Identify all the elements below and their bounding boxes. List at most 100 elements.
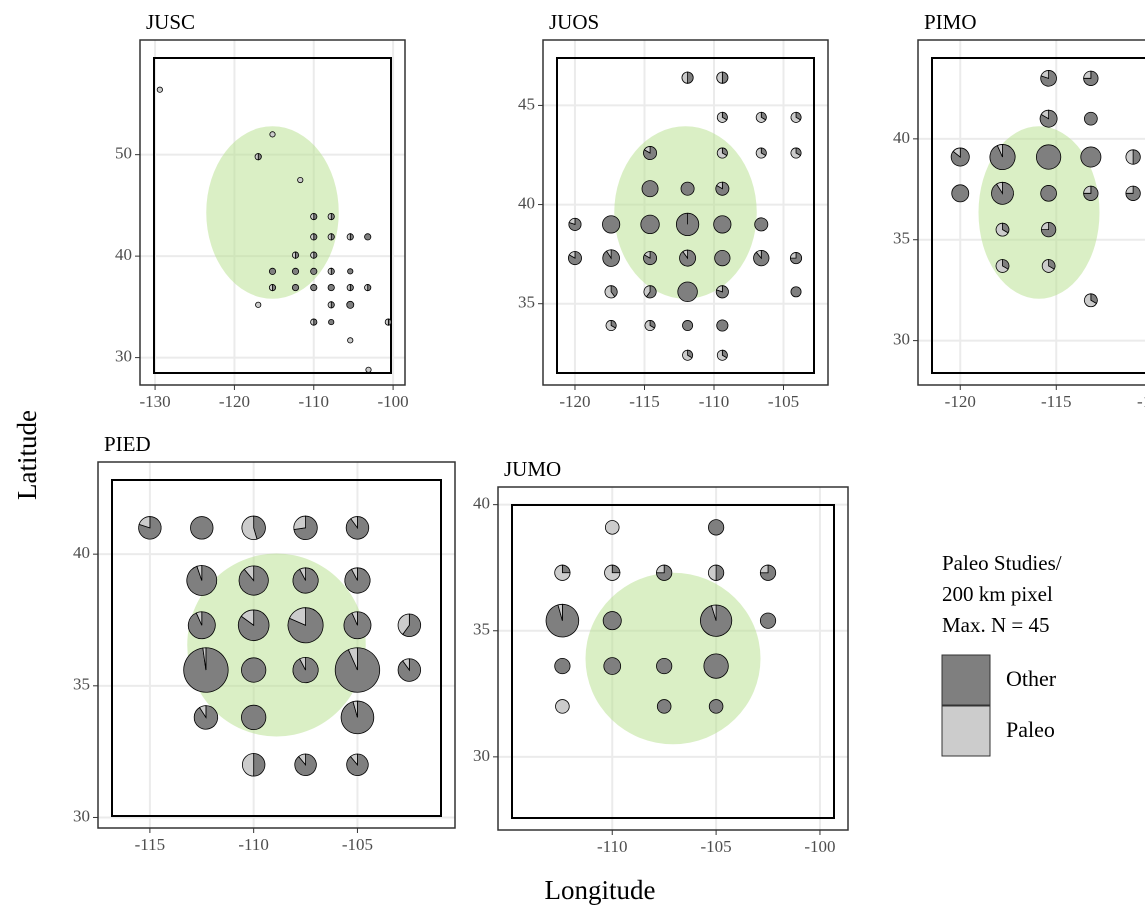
pie-slice — [310, 251, 315, 259]
pie-slice — [656, 657, 673, 675]
pie-slice — [716, 181, 723, 190]
pie — [656, 657, 673, 675]
y-tick-label: 40 — [518, 193, 535, 212]
pie — [713, 215, 732, 234]
pie — [700, 604, 733, 637]
pie-slice — [313, 233, 318, 241]
pie-slice — [253, 515, 266, 540]
pie-slice — [703, 653, 729, 679]
pie — [714, 249, 731, 267]
panel — [543, 40, 828, 385]
pie-slice — [387, 318, 392, 326]
pie-slice — [299, 567, 306, 581]
pie — [643, 146, 658, 160]
pie-slice — [242, 753, 255, 777]
pie — [255, 301, 262, 308]
pie — [950, 147, 970, 167]
panel-border — [917, 39, 1145, 386]
pie-slice — [554, 564, 571, 581]
pie-slice — [1035, 144, 1062, 170]
pie-slice — [347, 647, 358, 671]
pie-slice — [313, 318, 318, 326]
pie — [604, 520, 620, 535]
pie — [644, 320, 656, 332]
pie-slice — [299, 656, 306, 671]
pie-slice — [202, 647, 207, 671]
x-tick-label: -110 — [238, 835, 269, 854]
pie-slice — [656, 564, 665, 574]
pie-slice — [346, 233, 351, 241]
pie — [1040, 185, 1057, 202]
pie — [790, 111, 802, 123]
pie-slice — [238, 565, 269, 596]
pie-slice — [656, 564, 673, 581]
pie-slice — [364, 233, 372, 241]
pie-slice — [995, 222, 1009, 237]
panel-border — [542, 39, 829, 386]
pie-slice — [602, 611, 622, 631]
x-tick-label: -115 — [1041, 392, 1072, 411]
pie-slice — [952, 147, 961, 158]
region-outline — [931, 57, 1145, 374]
panel-border — [97, 461, 456, 829]
pie-slice — [292, 251, 296, 259]
pie — [156, 86, 163, 93]
pie — [242, 753, 266, 777]
pie-slice — [310, 267, 318, 275]
pie-slice — [687, 71, 694, 84]
y-tick-label: 30 — [73, 806, 90, 825]
pie-slice — [310, 284, 318, 292]
pie-slice — [602, 215, 621, 234]
pie-slice — [710, 604, 717, 621]
panel-border — [139, 39, 406, 386]
pie-slice — [568, 217, 576, 225]
pie-slice — [330, 267, 335, 275]
pie — [237, 609, 270, 641]
pie-slice — [1125, 149, 1134, 165]
pie — [675, 212, 700, 237]
pie-slice — [199, 705, 207, 719]
pie-slice — [640, 214, 660, 235]
panel — [918, 40, 1145, 385]
pie — [755, 111, 767, 123]
y-tick-label: 30 — [473, 746, 490, 765]
pie-slice — [327, 267, 332, 275]
pie-slice — [755, 111, 767, 123]
panel — [140, 40, 405, 385]
pie — [1083, 185, 1099, 201]
pie — [680, 181, 695, 196]
x-tick-label: -110 — [298, 392, 329, 411]
panel-title: JUOS — [549, 10, 599, 34]
x-tick-label: -110 — [597, 837, 628, 856]
pie-slice — [715, 285, 729, 299]
legend-label: Paleo — [1006, 717, 1055, 742]
y-tick-label: 40 — [115, 245, 132, 264]
pie-slice — [156, 86, 163, 93]
pie-slice — [714, 249, 731, 267]
pie-slice — [352, 700, 358, 718]
pie — [568, 217, 582, 231]
pie — [334, 647, 381, 693]
pie-slice — [604, 520, 620, 535]
pie-slice — [1083, 70, 1099, 86]
pie-slice — [611, 564, 621, 574]
x-tick-label: -120 — [945, 392, 976, 411]
pie — [328, 319, 335, 326]
pie-slice — [790, 286, 802, 298]
pie — [310, 251, 318, 259]
pie — [602, 611, 622, 631]
pie-slice — [328, 319, 335, 326]
pie-slice — [196, 565, 203, 581]
pie-slice — [327, 301, 332, 309]
pie-slice — [310, 212, 315, 221]
pie-slice — [951, 184, 970, 203]
pie — [716, 71, 729, 84]
pie — [759, 564, 777, 581]
pie-slice — [255, 301, 262, 308]
pie — [364, 284, 372, 292]
x-tick-label: -115 — [629, 392, 660, 411]
pie-slice — [996, 181, 1003, 195]
pie-slice — [243, 565, 255, 582]
range-area — [614, 126, 757, 299]
pie-slice — [364, 284, 369, 292]
